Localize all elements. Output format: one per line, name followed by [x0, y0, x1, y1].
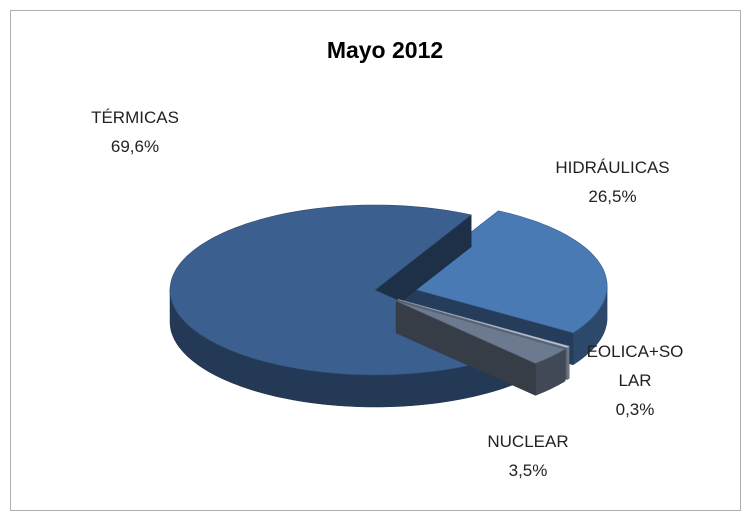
- category-label: HIDRÁULICAS: [555, 158, 670, 177]
- slice-label: HIDRÁULICAS 26,5%: [535, 153, 690, 211]
- slice-label: EOLICA+SOLAR 0,3%: [582, 337, 688, 424]
- value-label: 0,3%: [615, 400, 655, 419]
- slice: [396, 300, 566, 364]
- category-label: NUCLEAR: [487, 432, 569, 451]
- slice-side: [566, 345, 570, 381]
- pie: [169, 204, 608, 408]
- slice-label: NUCLEAR 3,5%: [468, 427, 588, 485]
- value-label: 26,5%: [588, 187, 637, 206]
- slice-label: TÉRMICAS 69,6%: [70, 103, 200, 161]
- category-label: EOLICA+SOLAR: [586, 342, 684, 390]
- slice: [401, 210, 608, 334]
- value-label: 69,6%: [110, 137, 160, 156]
- value-label: 3,5%: [508, 461, 548, 480]
- slice: [398, 299, 570, 348]
- category-label: TÉRMICAS: [91, 108, 179, 127]
- chart-title: Mayo 2012: [327, 37, 443, 63]
